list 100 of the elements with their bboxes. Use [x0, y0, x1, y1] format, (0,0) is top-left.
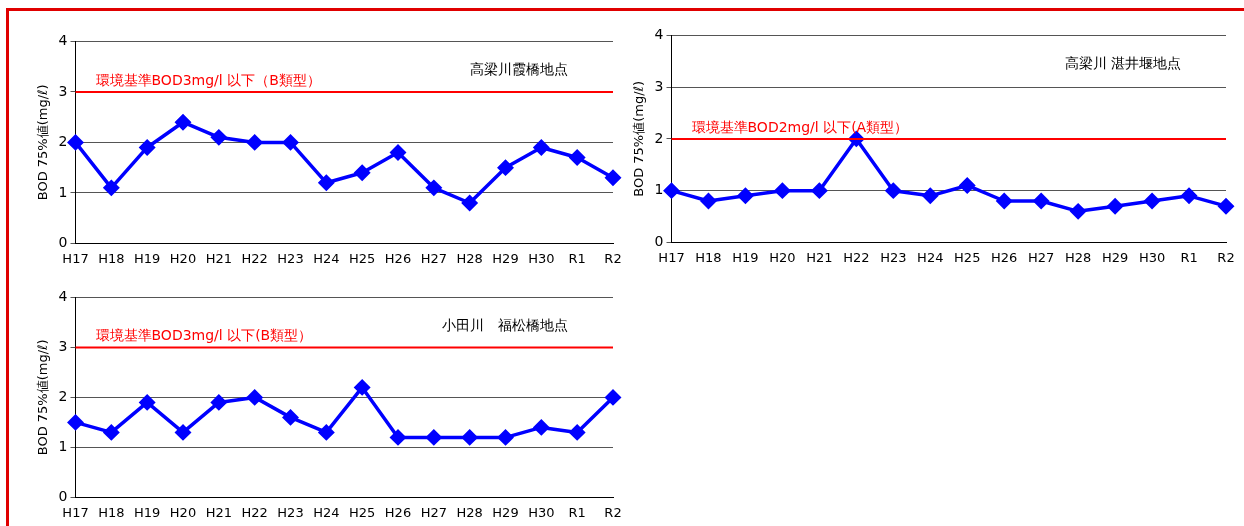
y-axis-title: BOD 75%値(mg/ℓ): [35, 339, 51, 456]
text: 高梁川 湛井堰地点: [1064, 55, 1181, 72]
x-tick-label: H17: [658, 249, 685, 265]
ref-line-label: 環境基準BOD3mg/l 以下（B類型）: [95, 71, 321, 88]
x-tick-label: H24: [917, 249, 944, 265]
x-tick-label: H23: [880, 249, 907, 265]
x-tick-label: H18: [695, 249, 722, 265]
x-tick-label: H22: [241, 504, 268, 520]
x-tick-label: H28: [1064, 249, 1092, 265]
point: [354, 379, 370, 396]
text: 小田川 福松橋地点: [442, 317, 568, 334]
point: [885, 182, 902, 199]
x-tick-label: H18: [98, 504, 125, 520]
x-tick-label: H28: [456, 504, 483, 520]
y-tick-label: 1: [58, 438, 68, 455]
point: [737, 188, 754, 204]
y-axis-title: BOD 75%値(mg/ℓ): [631, 81, 647, 197]
y-tick-label: 2: [58, 388, 68, 405]
x-tick-label: H26: [991, 249, 1018, 265]
x-tick-label: R1: [568, 504, 586, 520]
x-tick-label: H26: [384, 250, 412, 266]
point: [282, 409, 299, 426]
x-tick-label: H25: [954, 249, 981, 265]
point: [175, 114, 191, 130]
x-tick-label: H22: [241, 250, 268, 266]
x-tick-label: H18: [98, 250, 125, 266]
y-axis-title: BOD 75%値(mg/ℓ): [35, 84, 51, 201]
x-tick-label: H30: [528, 504, 555, 520]
x-tick-label: R2: [1217, 249, 1235, 265]
x-tick-label: R2: [604, 250, 622, 266]
ref-line-label: 環境基準BOD3mg/l 以下(B類型）: [95, 327, 313, 344]
x-tick-label: H27: [1028, 249, 1055, 265]
y-tick-label: 0: [654, 233, 664, 250]
point: [211, 129, 227, 146]
point: [103, 424, 120, 441]
point: [139, 139, 155, 156]
x-tick-label: H27: [420, 250, 447, 266]
point: [605, 170, 621, 186]
x-tick-label: H17: [62, 504, 89, 520]
x-tick-label: R1: [568, 250, 586, 266]
point: [67, 134, 84, 151]
y-tick-label: 0: [58, 234, 68, 251]
point: [569, 424, 585, 441]
point: [497, 159, 514, 176]
point: [1107, 198, 1123, 214]
point: [318, 424, 335, 441]
point: [1033, 193, 1049, 209]
x-tick-label: H23: [277, 504, 304, 520]
point: [318, 175, 335, 191]
y-tick-label: 3: [58, 82, 68, 99]
y-tick-label: 1: [58, 183, 68, 200]
x-tick-label: H25: [349, 504, 376, 520]
point: [67, 414, 84, 431]
point: [533, 419, 550, 436]
point: [246, 134, 263, 151]
point: [390, 144, 406, 161]
point: [497, 429, 514, 446]
x-tick-label: H28: [456, 250, 483, 266]
x-tick-label: H27: [420, 504, 447, 520]
point: [811, 182, 828, 199]
x-tick-label: H17: [62, 250, 89, 266]
point: [959, 177, 975, 194]
y-tick-label: 0: [58, 488, 68, 505]
x-tick-label: H19: [134, 504, 161, 520]
point: [1181, 188, 1197, 204]
point: [103, 180, 120, 196]
y-tick-label: 3: [58, 338, 68, 355]
point: [996, 193, 1012, 209]
point: [533, 139, 550, 156]
text: 高梁川霞橋地点: [470, 61, 568, 78]
point: [1144, 193, 1160, 209]
point: [175, 424, 191, 441]
point: [700, 193, 717, 209]
x-tick-label: H19: [134, 250, 161, 266]
point: [282, 134, 299, 151]
x-tick-label: H23: [277, 250, 304, 266]
y-tick-label: 4: [58, 32, 68, 49]
point: [354, 164, 370, 181]
point: [139, 394, 155, 411]
x-tick-label: H20: [169, 250, 197, 266]
y-tick-label: 1: [654, 181, 664, 198]
x-tick-label: R1: [1180, 249, 1198, 265]
x-tick-label: H21: [205, 250, 232, 266]
x-tick-label: H30: [528, 250, 555, 266]
x-tick-label: H25: [349, 250, 376, 266]
point: [426, 180, 442, 196]
x-tick-label: H20: [169, 504, 197, 520]
point: [1218, 198, 1234, 214]
point: [774, 182, 791, 199]
x-tick-label: H24: [313, 504, 340, 520]
x-tick-label: H24: [313, 250, 340, 266]
x-tick-label: H29: [492, 250, 519, 266]
y-tick-label: 3: [654, 77, 664, 94]
x-tick-label: H19: [732, 249, 759, 265]
point: [922, 188, 939, 204]
x-tick-label: H29: [1101, 249, 1129, 265]
ref-line-label: 環境基準BOD2mg/l 以下(A類型）: [691, 118, 909, 135]
point: [390, 429, 406, 446]
point: [246, 389, 263, 406]
x-tick-label: H21: [205, 504, 232, 520]
